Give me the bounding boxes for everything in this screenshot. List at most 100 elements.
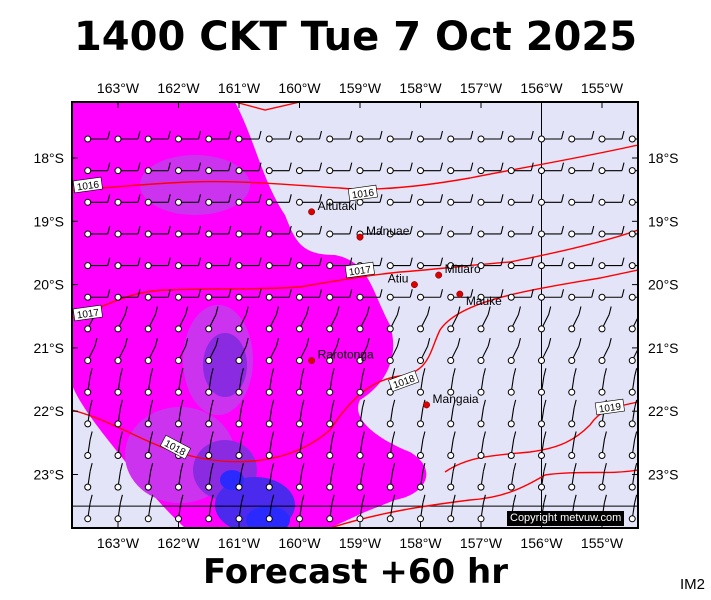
- wind-station-circle: [235, 167, 243, 175]
- wind-station-circle: [507, 262, 515, 270]
- wind-barb: [538, 368, 547, 396]
- wind-barb: [628, 198, 638, 206]
- wind-barb-feather: [210, 463, 214, 472]
- wind-barb: [386, 194, 413, 206]
- wind-barb: [235, 306, 249, 333]
- wind-barb-feather: [197, 289, 202, 298]
- wind-station-circle: [84, 388, 92, 396]
- wind-barb-feather: [470, 257, 474, 266]
- wind-barb-feather: [392, 368, 396, 377]
- wind-station-circle: [538, 388, 545, 396]
- wind-barb: [205, 399, 214, 428]
- wind-barb-feather: [180, 431, 184, 440]
- wind-barb-feather: [240, 463, 244, 472]
- wind-barb-feather: [271, 431, 275, 440]
- wind-barb-feather: [361, 399, 365, 408]
- wind-station-circle: [628, 483, 636, 491]
- wind-station-circle: [538, 452, 545, 460]
- wind-barb: [477, 494, 486, 523]
- wind-barb: [477, 257, 504, 270]
- lat-label-left: 19°S: [33, 213, 64, 229]
- wind-barb: [205, 130, 232, 143]
- wind-barb-feather: [392, 494, 396, 503]
- wind-barb-feather: [422, 431, 426, 440]
- wind-barb: [628, 347, 638, 365]
- wind-station-circle: [477, 325, 485, 333]
- wind-station-circle: [84, 515, 92, 523]
- wind-station-circle: [417, 262, 424, 270]
- wind-barb: [114, 130, 141, 143]
- lat-label-right: 23°S: [648, 467, 679, 483]
- wind-barb: [568, 257, 595, 270]
- wind-barb-feather: [482, 368, 486, 377]
- wind-barb-feather: [318, 194, 323, 203]
- wind-station-circle: [144, 262, 152, 270]
- lat-label-right: 22°S: [648, 403, 679, 419]
- wind-barb-feather: [180, 399, 184, 408]
- wind-barb: [235, 289, 262, 301]
- wind-station-circle: [326, 420, 334, 428]
- wind-barb: [477, 225, 504, 238]
- lon-label-top: 157°W: [460, 80, 503, 96]
- wind-station-circle: [417, 325, 424, 333]
- wind-barb-feather: [439, 289, 444, 298]
- wind-station-circle: [628, 420, 636, 428]
- wind-station-circle: [205, 262, 213, 270]
- lat-label-left: 18°S: [33, 150, 64, 166]
- wind-barb-feather: [634, 399, 638, 408]
- wind-barb: [175, 338, 189, 365]
- wind-station-circle: [447, 420, 455, 428]
- wind-station-circle: [175, 167, 182, 175]
- wind-station-circle: [538, 198, 545, 206]
- wind-station-circle: [296, 135, 303, 143]
- wind-barb: [296, 399, 305, 428]
- wind-barb: [598, 431, 607, 460]
- lon-label-bottom: 162°W: [157, 535, 200, 551]
- wind-barb-feather: [318, 289, 323, 298]
- wind-barb-feather: [336, 338, 340, 347]
- wind-station-circle: [114, 262, 122, 270]
- wind-barb-feather: [452, 368, 456, 377]
- wind-barb: [84, 368, 93, 396]
- wind-barb-feather: [591, 130, 595, 140]
- wind-barb-feather: [517, 338, 521, 347]
- wind-barb: [356, 338, 370, 365]
- wind-barb: [296, 306, 310, 333]
- wind-station-circle: [628, 325, 636, 333]
- wind-barb-feather: [228, 194, 232, 203]
- wind-barb-feather: [470, 289, 474, 298]
- wind-barb-feather: [621, 225, 625, 235]
- wind-barb: [538, 399, 547, 428]
- wind-station-circle: [447, 262, 455, 270]
- wind-barb: [507, 338, 521, 365]
- wind-barb: [628, 431, 638, 460]
- wind-station-circle: [386, 388, 394, 396]
- forecast-label: Forecast +60 hr: [202, 552, 509, 592]
- wind-barb-feather: [89, 368, 93, 377]
- wind-barb: [144, 194, 171, 206]
- wind-station-circle: [235, 388, 243, 396]
- wind-barb-feather: [361, 494, 365, 503]
- wind-barb: [507, 463, 517, 491]
- wind-station-circle: [296, 293, 303, 301]
- wind-barb: [447, 399, 456, 428]
- wind-barb: [205, 306, 219, 333]
- wind-barb-feather: [228, 130, 232, 140]
- lon-label-top: 160°W: [278, 80, 321, 96]
- wind-barb: [114, 431, 123, 460]
- island-marker: [308, 208, 316, 216]
- wind-barb-feather: [275, 338, 279, 347]
- wind-barb-feather: [603, 494, 607, 503]
- wind-barb: [417, 289, 444, 301]
- wind-barb-feather: [409, 130, 413, 140]
- wind-station-circle: [84, 230, 92, 238]
- wind-station-circle: [84, 452, 92, 460]
- wind-barb: [356, 162, 383, 175]
- wind-station-circle: [144, 198, 152, 206]
- wind-barb-feather: [379, 130, 383, 140]
- wind-barb: [326, 494, 335, 523]
- wind-station-circle: [144, 357, 152, 365]
- wind-barb-feather: [482, 399, 486, 408]
- wind-barb-feather: [439, 130, 444, 140]
- wind-barb-feather: [245, 338, 249, 347]
